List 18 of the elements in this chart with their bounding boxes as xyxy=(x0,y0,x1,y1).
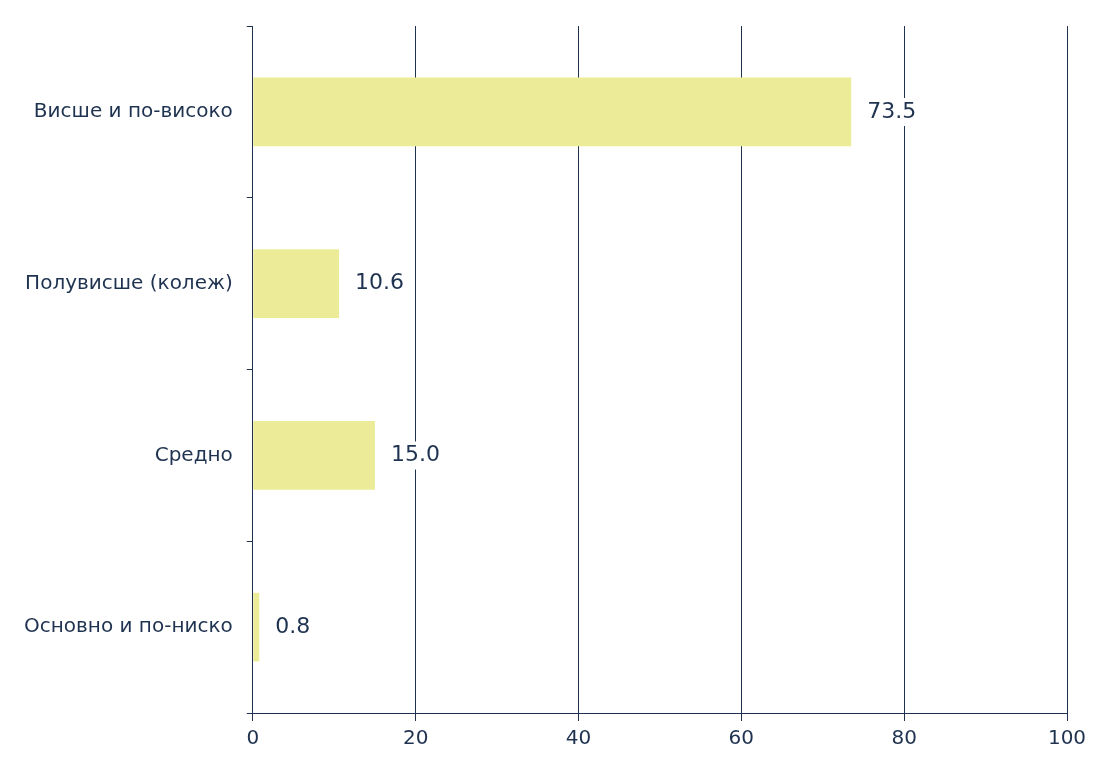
bar xyxy=(253,77,852,147)
x-tick-label: 40 xyxy=(565,725,592,750)
x-tick-label: 60 xyxy=(728,725,755,750)
x-tick-label: 100 xyxy=(1047,725,1087,750)
y-tick-label: Основно и по-ниско xyxy=(24,613,233,638)
y-tick-label: Висше и по-високо xyxy=(33,98,233,123)
bar xyxy=(253,249,340,318)
x-tick-label: 20 xyxy=(402,725,429,750)
x-tick-label: 80 xyxy=(891,725,917,750)
y-tick-label: Полувисше (колеж) xyxy=(25,269,233,294)
y-tick-label: Средно xyxy=(154,441,233,466)
x-tick-label: 0 xyxy=(246,725,260,750)
bar xyxy=(253,421,375,490)
data-label: 73.5 xyxy=(867,97,917,123)
data-label: 0.8 xyxy=(275,612,311,638)
data-label: 10.6 xyxy=(355,269,405,295)
data-label: 15.0 xyxy=(390,441,440,467)
bar xyxy=(253,592,260,662)
